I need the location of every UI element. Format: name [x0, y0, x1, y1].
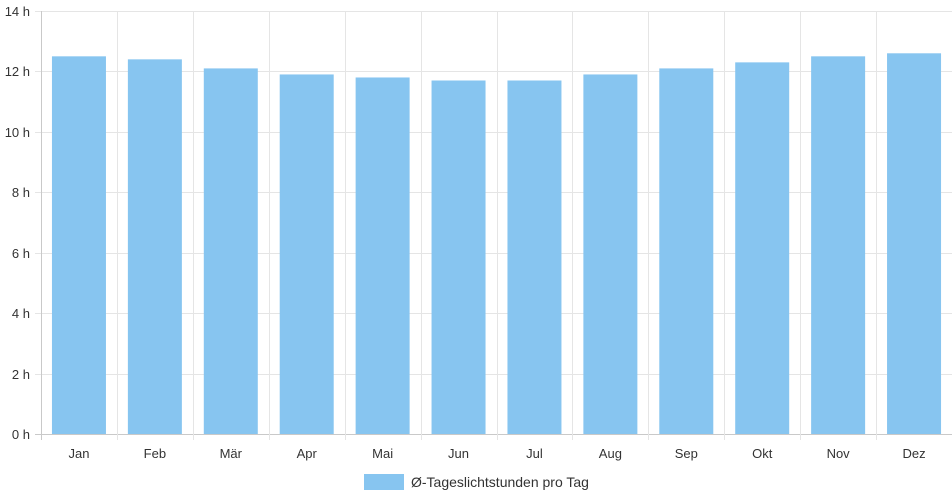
x-tick-label: Feb [144, 446, 166, 461]
x-axis-ticks: Jan Feb Mär Apr Mai Jun Jul Aug Sep Okt Nov Dez [68, 446, 925, 461]
bar-nov[interactable] [811, 56, 866, 434]
bar-okt[interactable] [735, 62, 790, 434]
x-tick-label: Mär [220, 446, 243, 461]
x-tick-label: Sep [675, 446, 698, 461]
x-tick-label: Dez [902, 446, 925, 461]
y-tick-label: 14 h [5, 4, 30, 19]
grid-lines [35, 11, 952, 440]
x-tick-label: Apr [297, 446, 318, 461]
y-axis-ticks: 0 h 2 h 4 h 6 h 8 h 10 h 12 h 14 h [5, 4, 30, 442]
bar-mär[interactable] [203, 68, 258, 435]
x-tick-label: Aug [599, 446, 622, 461]
y-tick-label: 8 h [12, 185, 30, 200]
x-tick-label: Jul [526, 446, 543, 461]
y-tick-label: 4 h [12, 306, 30, 321]
bar-feb[interactable] [127, 59, 182, 434]
bar-aug[interactable] [583, 74, 638, 434]
bar-dez[interactable] [887, 53, 942, 435]
bar-jun[interactable] [431, 80, 486, 434]
y-tick-label: 10 h [5, 125, 30, 140]
legend-label: Ø-Tageslichtstunden pro Tag [411, 474, 589, 490]
x-tick-label: Jan [68, 446, 89, 461]
bar-sep[interactable] [659, 68, 714, 435]
legend-swatch [364, 474, 404, 490]
y-tick-label: 2 h [12, 367, 30, 382]
y-tick-label: 12 h [5, 64, 30, 79]
bar-jan[interactable] [51, 56, 106, 434]
x-tick-label: Mai [372, 446, 393, 461]
legend[interactable]: Ø-Tageslichtstunden pro Tag [364, 474, 589, 490]
x-tick-label: Okt [752, 446, 773, 461]
y-tick-label: 6 h [12, 246, 30, 261]
y-tick-label: 0 h [12, 427, 30, 442]
x-tick-label: Jun [448, 446, 469, 461]
bars [51, 53, 942, 435]
bar-apr[interactable] [279, 74, 334, 434]
bar-mai[interactable] [355, 77, 410, 434]
x-tick-label: Nov [827, 446, 851, 461]
bar-jul[interactable] [507, 80, 562, 434]
